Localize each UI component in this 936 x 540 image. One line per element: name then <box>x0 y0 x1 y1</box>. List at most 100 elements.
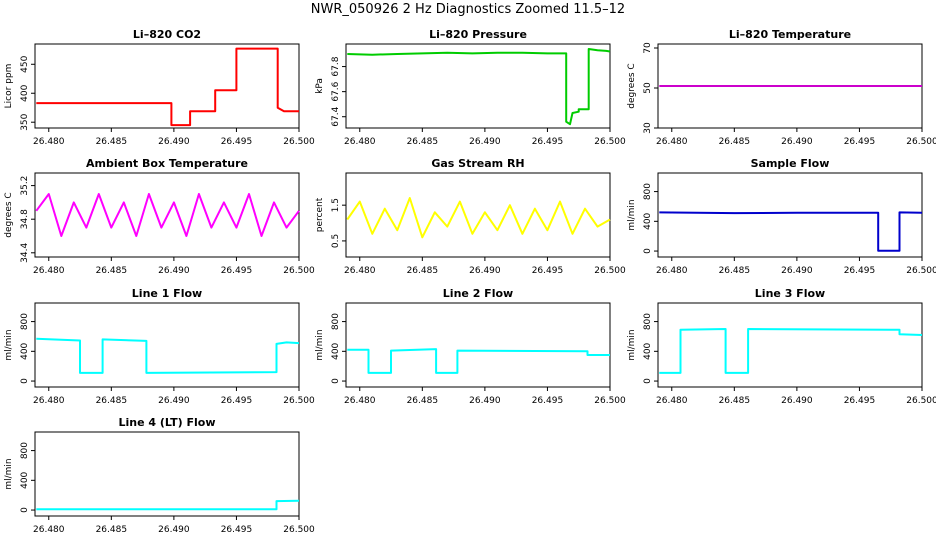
series-line <box>36 47 299 127</box>
series-line <box>36 337 300 374</box>
x-tick-label: 26.495 <box>844 137 876 147</box>
y-tick-label: 400 <box>20 84 30 101</box>
plot-frame <box>34 302 300 388</box>
x-tick-label: 26.495 <box>532 266 564 276</box>
x-tick-label: 26.500 <box>906 396 936 406</box>
y-tick-label: 70 <box>643 42 653 54</box>
y-tick-label: 800 <box>643 313 653 330</box>
plot-frame <box>345 172 611 258</box>
x-tick-label: 26.485 <box>407 396 439 406</box>
plot-frame <box>345 43 611 129</box>
x-tick-label: 26.490 <box>781 266 813 276</box>
x-tick-label: 26.485 <box>96 266 128 276</box>
x-tick-label: 26.490 <box>469 396 501 406</box>
x-tick-label: 26.495 <box>221 396 253 406</box>
y-axis-label: degrees C <box>627 63 637 108</box>
x-tick-label: 26.480 <box>344 137 376 147</box>
x-tick-label: 26.485 <box>96 396 128 406</box>
panel-title: Line 1 Flow <box>132 287 202 300</box>
y-tick-label: 67.4 <box>331 106 341 126</box>
y-axis-label: ml/min <box>315 329 325 360</box>
y-axis-label: ml/min <box>627 329 637 360</box>
x-tick-label: 26.480 <box>33 525 65 535</box>
x-tick-label: 26.480 <box>656 137 688 147</box>
plot-frame <box>34 431 300 517</box>
x-tick-label: 26.480 <box>33 266 65 276</box>
series-line <box>347 348 610 374</box>
y-tick-label: 0 <box>331 378 341 384</box>
panel-title: Li–820 Temperature <box>729 28 851 41</box>
series-line <box>346 197 611 239</box>
x-tick-label: 26.490 <box>469 266 501 276</box>
x-tick-label: 26.500 <box>594 266 626 276</box>
x-tick-label: 26.495 <box>844 396 876 406</box>
y-axis-label: percent <box>315 197 325 232</box>
y-tick-label: 35.2 <box>20 176 30 196</box>
y-tick-label: 400 <box>331 342 341 359</box>
y-tick-label: 0 <box>20 507 30 513</box>
x-tick-label: 26.495 <box>221 525 253 535</box>
y-tick-label: 0 <box>643 378 653 384</box>
x-tick-label: 26.480 <box>656 396 688 406</box>
plot-frame <box>657 302 923 388</box>
panel-title: Line 4 (LT) Flow <box>119 416 216 429</box>
chart-panel-6: Sample Flow 26.480 26.485 26.490 26.495 26.50… <box>627 157 936 276</box>
chart-panel-7: Line 1 Flow 26.480 26.485 26.490 26.495 26.50… <box>4 287 315 406</box>
x-tick-label: 26.480 <box>344 396 376 406</box>
x-tick-label: 26.485 <box>719 396 751 406</box>
y-tick-label: 350 <box>20 113 30 130</box>
plot-frame <box>34 172 300 258</box>
x-tick-label: 26.490 <box>158 396 190 406</box>
x-tick-label: 26.500 <box>906 266 936 276</box>
y-tick-label: 1.5 <box>331 198 341 212</box>
plot-frame <box>657 172 923 258</box>
x-tick-label: 26.490 <box>158 525 190 535</box>
x-tick-label: 26.485 <box>719 266 751 276</box>
plot-frame <box>34 43 300 129</box>
y-tick-label: 0 <box>643 248 653 254</box>
y-axis-label: Licor ppm <box>4 64 14 109</box>
x-tick-label: 26.495 <box>532 396 564 406</box>
x-tick-label: 26.500 <box>594 137 626 147</box>
x-tick-label: 26.500 <box>283 137 315 147</box>
x-tick-label: 26.495 <box>221 137 253 147</box>
y-axis-label: ml/min <box>4 458 14 489</box>
x-tick-label: 26.490 <box>158 266 190 276</box>
y-tick-label: 800 <box>331 313 341 330</box>
chart-panel-1: Li–820 CO2 26.480 26.485 26.490 26.495 26.500… <box>4 28 315 147</box>
y-tick-label: 800 <box>20 313 30 330</box>
y-axis-label: kPa <box>315 78 325 94</box>
figure-title: NWR_050926 2 Hz Diagnostics Zoomed 11.5–… <box>310 2 626 17</box>
chart-panel-9: Line 3 Flow 26.480 26.485 26.490 26.495 26.50… <box>627 287 936 406</box>
y-axis-label: ml/min <box>4 329 14 360</box>
x-tick-label: 26.480 <box>344 266 376 276</box>
y-tick-label: 400 <box>643 212 653 229</box>
chart-panel-10: Line 4 (LT) Flow 26.480 26.485 26.490 26.495… <box>4 416 315 535</box>
y-tick-label: 30 <box>643 122 653 134</box>
y-tick-label: 67.6 <box>331 81 341 101</box>
series-line <box>659 211 923 252</box>
panel-title: Li–820 Pressure <box>429 28 527 41</box>
panel-title: Gas Stream RH <box>431 157 524 170</box>
chart-panel-8: Line 2 Flow 26.480 26.485 26.490 26.495 26.50… <box>315 287 626 406</box>
x-tick-label: 26.490 <box>469 137 501 147</box>
panel-title: Li–820 CO2 <box>133 28 201 41</box>
panel-title: Sample Flow <box>751 157 830 170</box>
x-tick-label: 26.500 <box>283 525 315 535</box>
y-tick-label: 67.8 <box>331 56 341 76</box>
y-tick-label: 50 <box>643 82 653 94</box>
y-tick-label: 34.4 <box>20 243 30 263</box>
x-tick-label: 26.495 <box>221 266 253 276</box>
x-tick-label: 26.485 <box>407 137 439 147</box>
series-line <box>347 48 611 126</box>
x-tick-label: 26.485 <box>96 137 128 147</box>
y-tick-label: 0.5 <box>331 234 341 248</box>
y-tick-label: 800 <box>643 183 653 200</box>
plot-frame <box>345 302 611 388</box>
panel-title: Line 2 Flow <box>443 287 513 300</box>
x-tick-label: 26.485 <box>719 137 751 147</box>
y-tick-label: 34.8 <box>20 209 30 229</box>
chart-panel-3: Li–820 Temperature 26.480 26.485 26.490 26.4… <box>627 28 936 147</box>
x-tick-label: 26.500 <box>906 137 936 147</box>
